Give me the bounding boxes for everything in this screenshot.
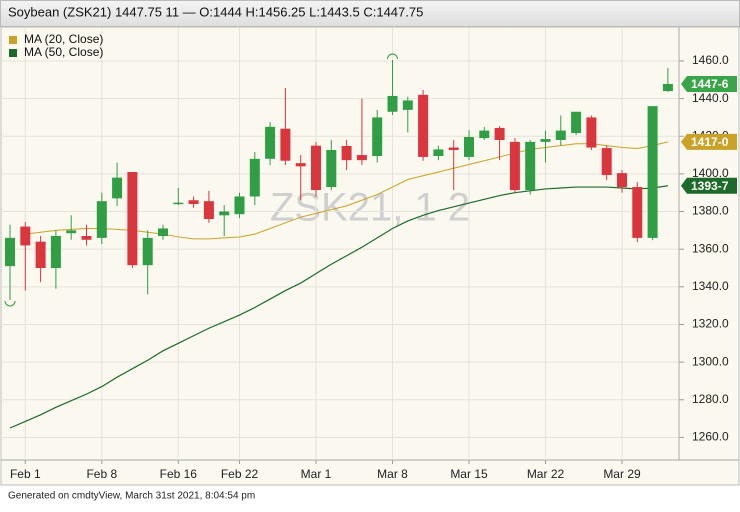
x-tick-label: Mar 29	[603, 467, 641, 481]
x-tick-label: Mar 22	[527, 467, 565, 481]
candle-body	[540, 139, 551, 142]
x-tick-label: Feb 8	[86, 467, 117, 481]
candle-body	[249, 158, 260, 197]
candle-body	[571, 111, 582, 134]
price-tag-label: 1447-6	[691, 77, 729, 91]
legend-label: MA (50, Close)	[24, 45, 103, 59]
chart-title: Soybean (ZSK21) 1447.75 11 — O:1444 H:14…	[8, 4, 423, 19]
candle-body	[433, 149, 444, 156]
candle-body	[142, 237, 153, 266]
candle-body	[265, 126, 276, 159]
y-tick-label: 1380.0	[692, 204, 729, 218]
candle-body	[555, 130, 566, 140]
candle-body	[219, 211, 230, 216]
candle-body	[632, 187, 643, 238]
watermark: ZSK21, 1 2	[270, 186, 470, 230]
candle-body	[617, 173, 627, 188]
price-tag	[681, 133, 737, 150]
x-tick-label: Mar 15	[450, 467, 488, 481]
candle-body	[173, 202, 184, 205]
candle-body	[356, 155, 367, 161]
legend-swatch	[9, 36, 17, 44]
price-tag-label: 1393-7	[691, 179, 729, 193]
ma-line	[9, 185, 668, 429]
candle-body	[387, 95, 398, 112]
y-tick-label: 1340.0	[692, 279, 729, 293]
candle-body	[35, 241, 46, 268]
low-marker	[4, 300, 16, 307]
candle-body	[509, 141, 520, 191]
candle-body	[418, 94, 429, 157]
candle-body	[158, 228, 168, 236]
x-tick-label: Feb 16	[160, 467, 198, 481]
high-marker	[387, 53, 398, 60]
candle-body	[479, 130, 490, 139]
candle-body	[66, 230, 77, 234]
candle-body	[326, 149, 337, 188]
header-bar	[0, 0, 740, 27]
y-tick-label: 1440.0	[692, 91, 729, 105]
candle-body	[203, 201, 214, 220]
candle-body	[311, 145, 321, 191]
y-tick-label: 1360.0	[692, 241, 729, 255]
legend-label: MA (20, Close)	[24, 32, 103, 46]
y-tick-label: 1280.0	[692, 392, 729, 406]
legend: MA (20, Close)MA (50, Close)	[9, 32, 103, 59]
candle-body	[647, 106, 658, 238]
candle-body	[50, 236, 61, 268]
candle-body	[464, 136, 474, 157]
candle-body	[525, 141, 536, 191]
candle-body	[662, 84, 673, 92]
candle-body	[280, 128, 291, 161]
candles	[4, 53, 673, 307]
price-tag	[681, 177, 737, 194]
candle-body	[586, 117, 597, 148]
candle-body	[81, 236, 92, 240]
candle-body	[494, 127, 505, 140]
x-tick-label: Mar 1	[301, 467, 332, 481]
y-tick-label: 1320.0	[692, 317, 729, 331]
footer: Generated on cmdtyView, March 31st 2021,…	[8, 491, 255, 502]
candle-body	[96, 201, 107, 238]
candle-body	[341, 146, 352, 161]
grid	[1, 28, 679, 460]
candle-body	[402, 100, 413, 110]
candle-body	[20, 226, 31, 246]
candle-body	[295, 163, 306, 167]
candle-body	[127, 172, 138, 266]
x-tick-label: Feb 22	[221, 467, 259, 481]
candle-body	[372, 117, 383, 156]
legend-swatch	[9, 49, 17, 57]
price-tag	[681, 76, 737, 92]
candle-body	[601, 148, 612, 176]
y-tick-label: 1400.0	[692, 166, 729, 180]
y-tick-label: 1460.0	[692, 53, 729, 67]
candle-body	[234, 196, 245, 215]
y-tick-label: 1260.0	[692, 430, 729, 444]
candle-body	[188, 200, 199, 204]
candle-body	[448, 147, 459, 150]
x-tick-label: Mar 8	[377, 467, 408, 481]
plot-frame	[0, 26, 740, 486]
x-tick-label: Feb 1	[10, 467, 41, 481]
axes: 1260.0 1280.0 1300.0 1320.0 1340.0 1360.0 1380…	[10, 53, 737, 481]
price-tag-label: 1417-0	[691, 135, 729, 149]
candle-body	[5, 237, 15, 267]
y-tick-label: 1300.0	[692, 354, 729, 368]
candle-body	[112, 177, 123, 199]
